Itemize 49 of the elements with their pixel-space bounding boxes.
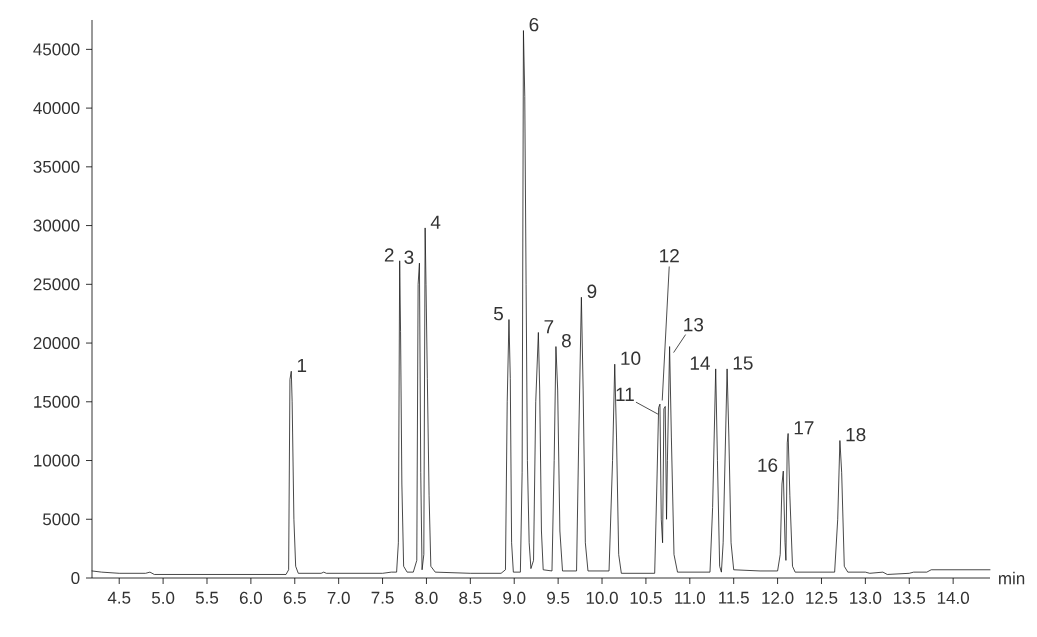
y-tick-label: 20000 — [33, 337, 80, 350]
x-tick-label: 14.0 — [937, 591, 970, 604]
x-tick-label: 5.0 — [151, 591, 175, 604]
annotation: 9 — [587, 284, 597, 299]
annotation: 15 — [733, 356, 753, 370]
y-tick-label: 15000 — [34, 395, 80, 408]
annotation: 14 — [690, 356, 710, 370]
annotation: 3 — [404, 250, 414, 264]
x-tick-label: 5.5 — [195, 591, 219, 604]
annotation: 2 — [384, 248, 394, 262]
annotation: 8 — [561, 333, 571, 348]
annotation: 17 — [794, 421, 814, 435]
annotation: 7 — [544, 320, 554, 334]
x-tick-label: 9.0 — [503, 591, 526, 604]
y-tick-label: 5000 — [43, 513, 80, 526]
x-tick-label: 9.5 — [547, 591, 570, 604]
x-tick-label: 13.0 — [850, 591, 882, 604]
annotation: 4 — [430, 215, 441, 229]
y-tick-label: 45000 — [33, 43, 80, 56]
y-tick-label: 40000 — [33, 102, 80, 115]
x-tick-label: 8.5 — [459, 591, 482, 604]
x-tick-label: 13.5 — [894, 591, 926, 604]
annotation: 12 — [660, 249, 679, 263]
x-tick-label: 7.5 — [371, 591, 394, 604]
x-tick-label: 11.5 — [719, 591, 749, 604]
annotation: 1 — [297, 358, 307, 373]
annotation: 10 — [621, 351, 641, 365]
x-tick-label: 4.5 — [107, 591, 131, 604]
annotation: 18 — [846, 427, 866, 442]
y-tick-label: 10000 — [34, 454, 80, 467]
x-tick-label: 10.5 — [630, 591, 662, 604]
x-tick-label: 12.5 — [806, 591, 838, 604]
x-tick-label: 7.0 — [327, 591, 350, 604]
y-tick-label: 0 — [71, 571, 80, 585]
x-tick-label: 6.0 — [239, 591, 263, 604]
x-axis-title: min — [999, 571, 1025, 585]
y-tick-label: 35000 — [33, 160, 80, 173]
x-tick-label: 8.0 — [415, 591, 438, 604]
annotation: 5 — [493, 307, 503, 321]
y-tick-label: 25000 — [33, 278, 80, 291]
x-tick-label: 11.0 — [675, 591, 706, 604]
annotation: 16 — [758, 458, 778, 472]
x-tick-label: 12.0 — [762, 591, 794, 604]
annotation: 13 — [684, 317, 704, 332]
annotation: 6 — [529, 17, 539, 32]
x-tick-label: 10.0 — [586, 591, 618, 604]
x-tick-label: 6.5 — [283, 591, 306, 604]
annotation: 11 — [616, 387, 634, 401]
y-tick-label: 30000 — [33, 219, 80, 232]
